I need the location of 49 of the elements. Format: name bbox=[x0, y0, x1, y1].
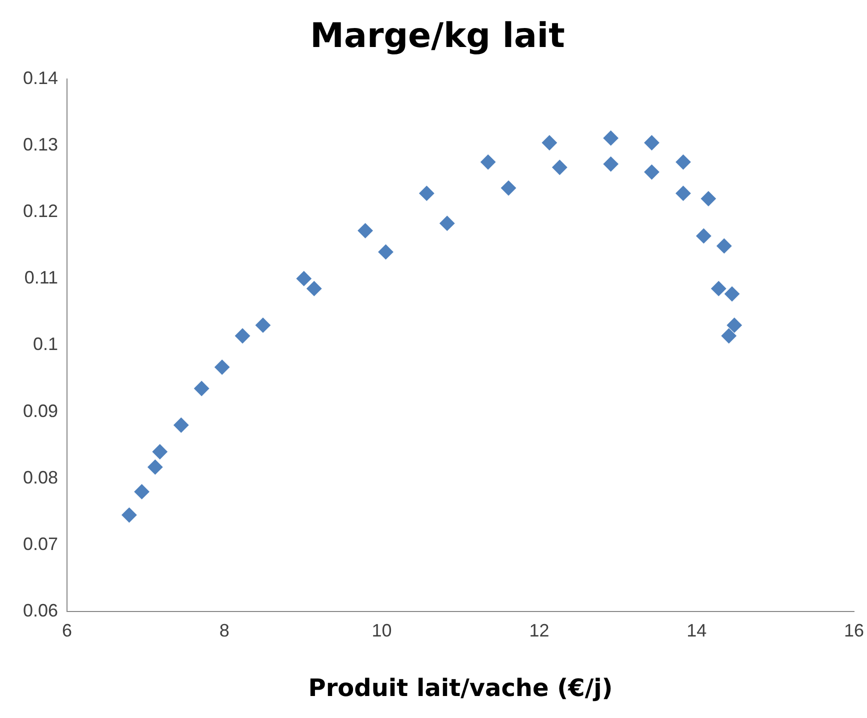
point bbox=[716, 238, 732, 254]
point bbox=[676, 186, 691, 201]
point bbox=[603, 156, 618, 172]
point bbox=[644, 135, 660, 150]
point bbox=[676, 154, 691, 170]
point bbox=[480, 154, 496, 170]
point bbox=[644, 164, 660, 180]
y-tick-label: 0.06 bbox=[22, 600, 58, 621]
x-tick-label: 12 bbox=[529, 620, 550, 640]
point bbox=[214, 360, 230, 375]
point bbox=[358, 223, 373, 238]
point bbox=[724, 286, 740, 302]
point bbox=[419, 186, 434, 201]
point bbox=[194, 380, 210, 396]
y-tick-label: 0.12 bbox=[22, 200, 58, 221]
y-tick-label: 0.11 bbox=[24, 268, 58, 288]
x-tick-label: 10 bbox=[372, 620, 392, 640]
point bbox=[296, 271, 312, 286]
y-tick-label: 0.09 bbox=[22, 400, 58, 421]
y-tick-label: 0.1 bbox=[33, 334, 58, 354]
point bbox=[721, 328, 736, 344]
point bbox=[700, 191, 716, 206]
x-axis-title: Produit lait/vache (€/j) bbox=[308, 674, 613, 702]
point bbox=[726, 318, 742, 333]
point bbox=[148, 460, 163, 475]
chart-title: Marge/kg lait bbox=[310, 16, 565, 56]
y-tick-label: 0.13 bbox=[22, 134, 58, 154]
x-tick-label: 6 bbox=[62, 620, 72, 640]
y-tick-label: 0.14 bbox=[22, 68, 58, 88]
point bbox=[552, 160, 568, 175]
point bbox=[711, 281, 726, 296]
point bbox=[501, 180, 516, 196]
point bbox=[134, 484, 150, 500]
x-tick-label: 8 bbox=[219, 620, 230, 640]
point bbox=[542, 135, 557, 150]
point bbox=[174, 418, 189, 433]
point bbox=[696, 228, 712, 244]
point bbox=[255, 318, 270, 333]
point bbox=[152, 444, 168, 460]
y-tick-label: 0.07 bbox=[22, 534, 58, 554]
point bbox=[306, 281, 322, 296]
point bbox=[440, 216, 455, 231]
point bbox=[603, 130, 618, 146]
point bbox=[235, 328, 250, 344]
x-tick-label: 14 bbox=[686, 620, 707, 640]
x-tick-label: 16 bbox=[844, 620, 864, 640]
point bbox=[378, 244, 394, 260]
point bbox=[122, 508, 137, 523]
y-tick-label: 0.08 bbox=[22, 467, 58, 488]
